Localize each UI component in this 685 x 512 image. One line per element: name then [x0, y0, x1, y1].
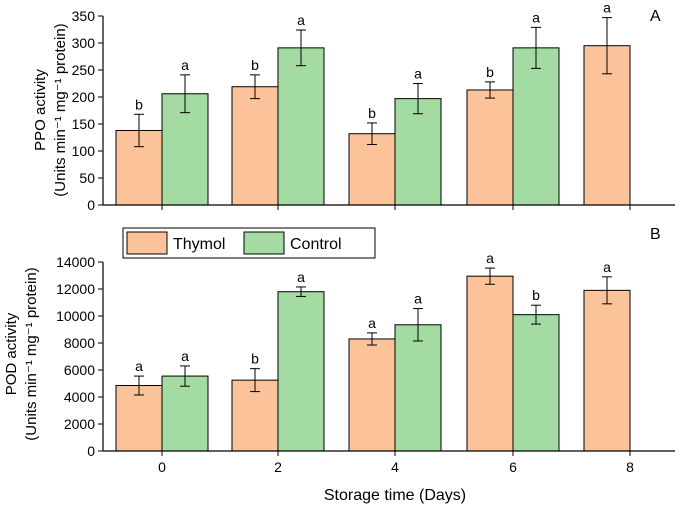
- ppo-panel: b b b b a a a a a 0 50 100 150 200 250 300 350 A PPO ac…: [32, 0, 675, 213]
- legend-thymol-swatch: [126, 231, 168, 255]
- ppo-ylabel-line2: (Units min⁻¹ mg⁻¹ protein): [52, 23, 69, 196]
- ppo-bars: b b b b a a a a a: [115, 0, 631, 206]
- pod-ytick-label-6000: 6000: [64, 362, 95, 378]
- pod-letter-thymol-8: a: [603, 259, 611, 275]
- ppo-ytick-label-0: 0: [87, 197, 95, 213]
- ppo-letter-thymol-0: b: [135, 96, 143, 112]
- pod-xtick-label-8: 8: [626, 459, 634, 475]
- pod-letter-thymol-4: a: [368, 315, 376, 331]
- ppo-letter-control-2: a: [297, 12, 305, 28]
- panel-label-b: B: [650, 226, 661, 243]
- pod-letter-thymol-2: b: [251, 351, 259, 367]
- pod-axis: 0 2000 4000 6000 8000 10000 12000 14000 0 2 4 6 8: [56, 254, 675, 475]
- pod-letter-control-4: a: [414, 291, 422, 307]
- pod-panel: a b a a a a a a b 0 2000 4000 6000 8000 10000 12000 140…: [3, 226, 675, 475]
- ppo-letter-control-0: a: [181, 57, 189, 73]
- legend-thymol-label: Thymol: [173, 236, 225, 253]
- ppo-ytick-label-50: 50: [79, 170, 95, 186]
- pod-ylabel-line2: (Units min⁻¹ mg⁻¹ protein): [23, 267, 40, 440]
- ppo-letter-control-4: a: [414, 66, 422, 82]
- legend-control-swatch: [243, 231, 285, 255]
- x-axis-title: Storage time (Days): [324, 487, 466, 504]
- ppo-ytick-label-100: 100: [72, 143, 96, 159]
- pod-letter-control-0: a: [181, 348, 189, 364]
- pod-ytick-label-2000: 2000: [64, 416, 95, 432]
- pod-ytick-label-4000: 4000: [64, 389, 95, 405]
- pod-ytick-label-8000: 8000: [64, 335, 95, 351]
- pod-bar-control-0: [161, 375, 209, 452]
- ppo-bar-control-2: [277, 47, 325, 206]
- ppo-ylabel-line1: PPO activity: [32, 69, 49, 151]
- legend-control-label: Control: [290, 236, 342, 253]
- pod-ytick-label-0: 0: [87, 443, 95, 459]
- pod-xtick-label-6: 6: [509, 459, 517, 475]
- ppo-letter-thymol-2: b: [251, 57, 259, 73]
- ppo-letter-thymol-6: b: [486, 64, 494, 80]
- ppo-ytick-label-250: 250: [72, 62, 96, 78]
- ppo-ytick-label-350: 350: [72, 8, 96, 24]
- pod-bar-thymol-4: [348, 338, 396, 452]
- legend: Thymol Control: [122, 227, 376, 259]
- ppo-bar-thymol-2: [231, 86, 279, 206]
- pod-xtick-label-2: 2: [274, 459, 282, 475]
- ppo-bar-control-6: [512, 47, 560, 206]
- pod-letter-control-2: a: [297, 269, 305, 285]
- ppo-ytick-label-300: 300: [72, 35, 96, 51]
- pod-bars: a b a a a a a a b: [115, 250, 631, 452]
- pod-ytick-label-10000: 10000: [56, 308, 95, 324]
- ppo-bar-thymol-6: [466, 89, 514, 206]
- ppo-axis: 0 50 100 150 200 250 300 350: [72, 8, 675, 213]
- pod-xtick-label-0: 0: [158, 459, 166, 475]
- pod-letter-control-6: b: [532, 287, 540, 303]
- panel-label-a: A: [650, 8, 661, 25]
- pod-bar-thymol-8: [583, 289, 631, 452]
- pod-bar-control-6: [512, 314, 560, 452]
- pod-bar-thymol-6: [466, 275, 514, 452]
- ppo-letter-thymol-8: a: [603, 0, 611, 16]
- ppo-bar-control-4: [394, 98, 442, 206]
- pod-ylabel-line1: POD activity: [3, 312, 20, 395]
- ppo-letter-control-6: a: [532, 9, 540, 25]
- ppo-ytick-label-200: 200: [72, 89, 96, 105]
- pod-letter-thymol-0: a: [135, 358, 143, 374]
- pod-bar-control-2: [277, 291, 325, 452]
- pod-bar-control-4: [394, 324, 442, 452]
- pod-ytick-label-14000: 14000: [56, 254, 95, 270]
- ppo-letter-thymol-4: b: [368, 105, 376, 121]
- ppo-ytick-label-150: 150: [72, 116, 96, 132]
- pod-ytick-label-12000: 12000: [56, 281, 95, 297]
- pod-bar-thymol-0: [115, 385, 163, 452]
- pod-xtick-label-4: 4: [391, 459, 399, 475]
- pod-letter-thymol-6: a: [486, 250, 494, 266]
